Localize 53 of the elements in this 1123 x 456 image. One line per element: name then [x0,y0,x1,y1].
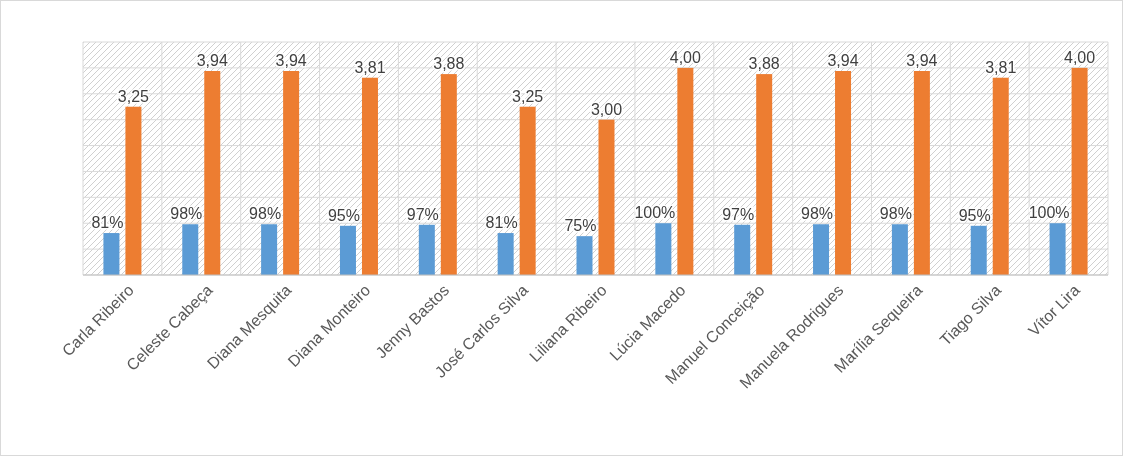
bar [182,224,199,275]
bar [891,224,908,275]
data-label: 3,94 [827,52,859,69]
data-label: 98% [170,205,203,223]
data-label: 98% [879,205,912,223]
bar [361,77,378,275]
bar [835,71,852,275]
bar [970,225,987,275]
bar [813,224,830,275]
data-label: 95% [958,206,991,224]
bar [913,71,930,275]
data-label: 98% [249,205,282,223]
bar [677,67,694,275]
data-label: 3,81 [354,58,386,76]
data-label: 3,94 [196,52,228,69]
bar [598,119,615,275]
bar [103,233,120,275]
bar [1049,223,1066,275]
bar [734,224,751,275]
bar [125,106,142,275]
bar [1071,67,1088,275]
data-label: 4,00 [1064,48,1096,66]
bar [418,224,435,275]
x-tick-label: Vítor Lira [1025,281,1084,340]
bar [339,225,356,275]
bar [440,74,457,275]
data-label: 81% [485,214,518,232]
bar [655,223,672,275]
data-label: 81% [91,214,124,232]
data-label: 3,81 [985,58,1017,76]
data-label: 3,88 [433,55,465,73]
bar [283,71,300,275]
bar [497,233,514,275]
data-label: 3,94 [275,52,307,69]
data-label: 75% [564,217,597,235]
data-label: 97% [406,205,439,223]
data-label: 95% [327,206,360,224]
data-label: 3,88 [748,55,780,73]
data-label: 98% [801,205,834,223]
bar [576,236,593,275]
bar [756,74,773,275]
bar [204,71,221,275]
data-label: 3,25 [117,87,150,105]
data-label: 100% [634,204,676,222]
bar [519,106,536,275]
bar [261,224,278,275]
data-label: 4,00 [669,48,702,66]
data-label: 3,00 [590,100,623,118]
data-label: 97% [722,205,755,223]
bar [992,77,1009,275]
data-label: 3,25 [512,87,544,105]
data-label: 3,94 [906,52,938,69]
data-label: 100% [1028,204,1070,222]
